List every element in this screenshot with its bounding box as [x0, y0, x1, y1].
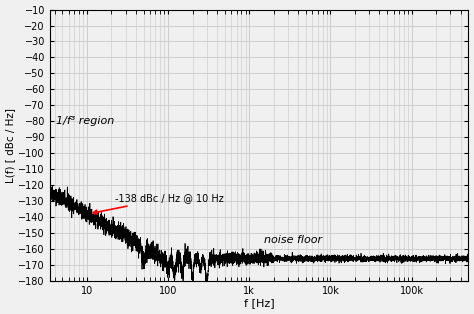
Y-axis label: L(f) [ dBc / Hz]: L(f) [ dBc / Hz]	[6, 108, 16, 183]
Text: -138 dBc / Hz @ 10 Hz: -138 dBc / Hz @ 10 Hz	[93, 193, 223, 214]
Text: 1/f³ region: 1/f³ region	[56, 116, 115, 127]
X-axis label: f [Hz]: f [Hz]	[244, 298, 274, 308]
Text: noise floor: noise floor	[264, 235, 322, 245]
